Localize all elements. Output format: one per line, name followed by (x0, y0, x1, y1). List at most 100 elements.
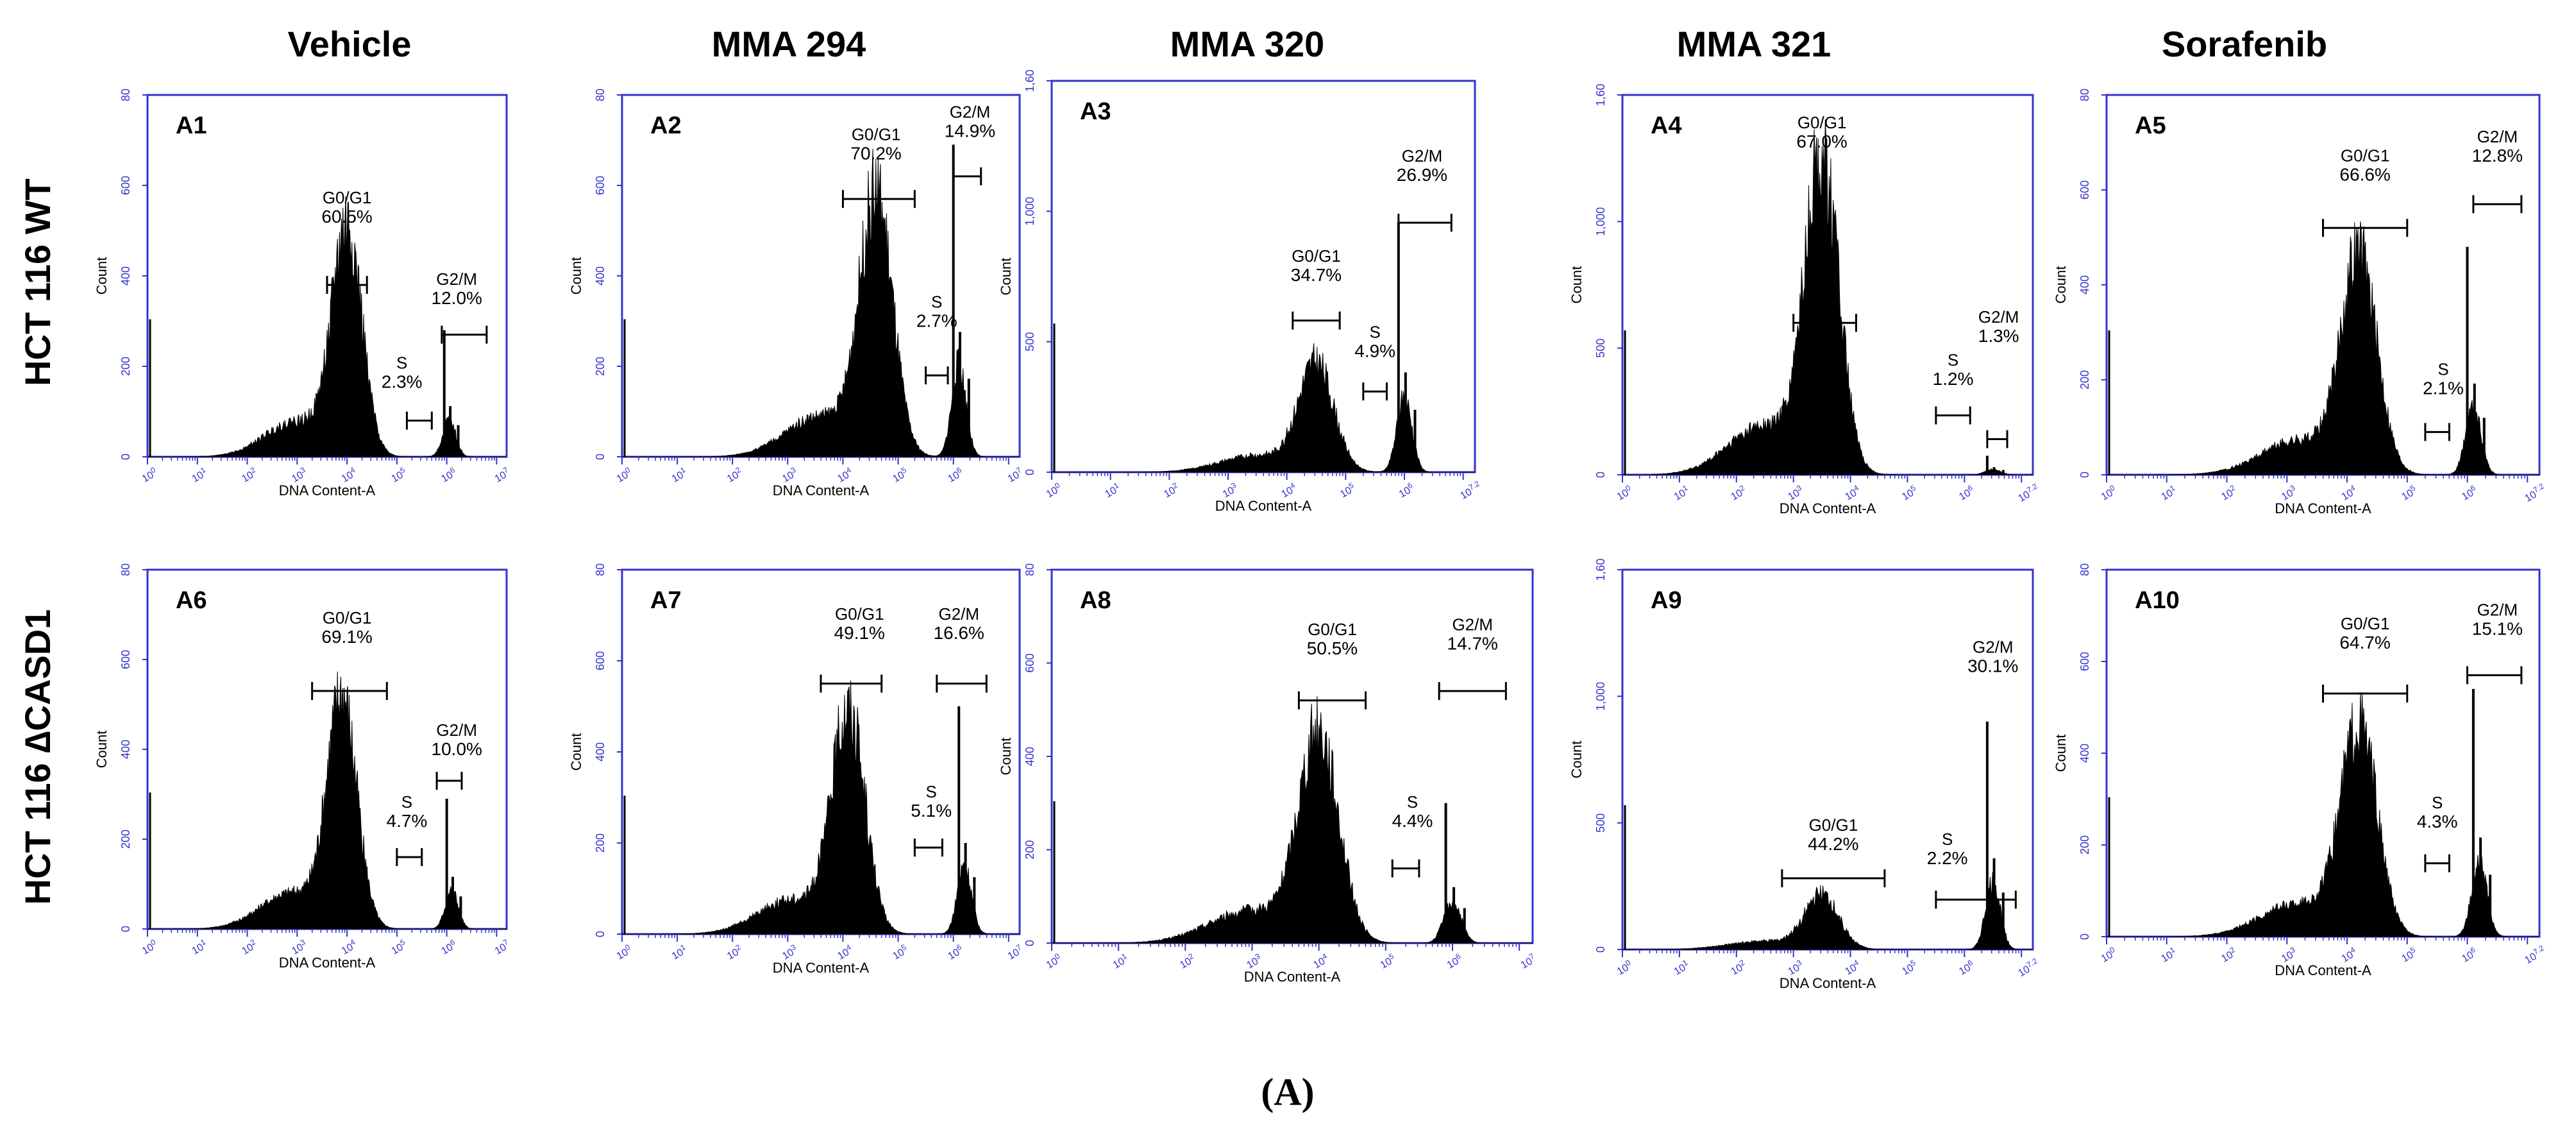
gate-name: G0/G1 (323, 188, 372, 207)
x-tick-label: 107.2 (2016, 956, 2042, 979)
x-tick-label: 106 (2459, 483, 2479, 503)
y-tick-label: 600 (594, 176, 607, 195)
y-tick-label: 0 (1023, 940, 1036, 946)
gate-value: 12.0% (432, 288, 482, 308)
gate-value: 30.1% (1967, 656, 2018, 676)
x-tick-label: 101 (2159, 483, 2179, 503)
y-tick-label: 80 (119, 89, 132, 101)
panel-title: A1 (176, 112, 207, 139)
gate-marker: G2/M15.1% (2466, 600, 2523, 685)
x-tick-label: 104 (1311, 951, 1331, 971)
panel-title: A10 (2135, 587, 2180, 614)
x-axis-label: DNA Content-A (1780, 500, 1876, 516)
histogram-panel: 0 200 400 600 80 Count 100 101 102 103 104 105 106 10… (568, 89, 1025, 498)
y-tick-label: 600 (2078, 652, 2091, 671)
panel-title: A8 (1080, 587, 1111, 614)
y-axis-label: Count (2053, 266, 2069, 304)
gate-value: 5.1% (911, 801, 952, 821)
x-axis-label: DNA Content-A (1215, 498, 1312, 514)
x-tick-label: 100 (614, 465, 634, 485)
x-tick-label: 106 (439, 937, 459, 957)
gate-marker: S4.3% (2417, 793, 2458, 873)
gate-name: S (931, 292, 942, 311)
x-tick-label: 107.2 (1458, 479, 1484, 502)
y-tick-label: 0 (2078, 472, 2091, 478)
y-axis-label: Count (2053, 735, 2069, 772)
gate-name: G0/G1 (2341, 146, 2390, 166)
x-tick-label: 100 (2098, 483, 2119, 503)
x-axis-label: DNA Content-A (773, 960, 870, 976)
y-tick-label: 0 (1023, 469, 1036, 475)
y-axis-label: Count (1569, 741, 1585, 779)
gate-name: S (1942, 830, 1953, 849)
row-label: HCT 116 ∆CASD1 (17, 609, 58, 905)
gate-name: G2/M (2477, 600, 2518, 620)
gate-value: 2.1% (2423, 379, 2464, 398)
x-tick-label: 103 (779, 942, 800, 962)
y-tick-label: 0 (2078, 933, 2091, 940)
histogram-area (1622, 119, 2033, 475)
row-label: HCT 116 WT (17, 178, 58, 386)
histogram-panel: 0 200 400 600 80 Count 100 101 102 103 104 105 106 10… (94, 563, 510, 971)
gate-name: S (1407, 792, 1418, 812)
x-axis-label: DNA Content-A (1244, 969, 1341, 985)
x-tick-label: 101 (189, 937, 210, 957)
y-tick-label: 400 (2078, 744, 2091, 763)
x-tick-label: 102 (2218, 483, 2239, 503)
gate-value: 2.7% (916, 311, 957, 330)
y-tick-label: 1,60 (1594, 558, 1607, 581)
column-header: MMA 321 (1677, 24, 1831, 64)
y-tick-label: 400 (2078, 275, 2091, 294)
x-tick-label: 105 (889, 465, 910, 485)
gate-name: G0/G1 (835, 604, 884, 624)
x-tick-label: 106 (1956, 958, 1976, 978)
gate-value: 16.6% (934, 623, 984, 643)
y-tick-label: 0 (119, 454, 132, 460)
x-tick-label: 107.2 (2522, 943, 2548, 966)
x-tick-label: 100 (1614, 958, 1635, 978)
y-tick-label: 0 (1594, 472, 1607, 478)
y-tick-label: 200 (2078, 835, 2091, 855)
x-tick-label: 103 (289, 937, 309, 957)
gate-marker: G2/M26.9% (1397, 146, 1452, 232)
x-tick-label: 100 (2098, 945, 2119, 965)
x-axis-label: DNA Content-A (773, 482, 870, 498)
y-tick-label: 400 (1023, 747, 1036, 766)
x-tick-label: 104 (1842, 483, 1862, 503)
gate-name: G0/G1 (323, 608, 372, 627)
gate-name: S (396, 353, 407, 373)
gate-name: G2/M (1973, 638, 2014, 657)
gate-marker: S2.3% (382, 353, 433, 430)
gate-value: 12.8% (2472, 146, 2523, 166)
gate-value: 1.3% (1978, 326, 2019, 346)
x-tick-label: 104 (1279, 481, 1299, 500)
x-tick-label: 101 (2159, 945, 2179, 965)
gate-marker: S2.7% (916, 292, 957, 385)
y-tick-label: 80 (2078, 89, 2091, 101)
x-tick-label: 107 (1518, 951, 1538, 971)
column-header: Sorafenib (2162, 24, 2327, 64)
gate-name: G2/M (1978, 307, 2019, 327)
x-tick-label: 107 (1005, 465, 1025, 485)
x-tick-label: 103 (1785, 483, 1806, 503)
x-tick-label: 107 (492, 465, 512, 485)
figure-label: (A) (1261, 1071, 1314, 1113)
x-tick-label: 106 (945, 942, 966, 962)
histogram-area (1622, 871, 2033, 950)
panel-title: A2 (650, 112, 682, 139)
gate-value: 4.4% (1392, 811, 1433, 831)
x-tick-label: 105 (889, 942, 910, 962)
gate-marker: S4.7% (387, 792, 428, 866)
gate-marker: G2/M16.6% (934, 604, 988, 693)
x-tick-label: 102 (1728, 483, 1749, 503)
y-axis-label: Count (94, 731, 110, 769)
plot-frame (1621, 568, 2034, 951)
x-tick-label: 100 (614, 942, 634, 962)
y-tick-label: 600 (119, 176, 132, 195)
gate-value: 4.7% (387, 811, 428, 831)
y-tick-label: 200 (1023, 840, 1036, 859)
y-tick-label: 1,60 (1594, 83, 1607, 106)
